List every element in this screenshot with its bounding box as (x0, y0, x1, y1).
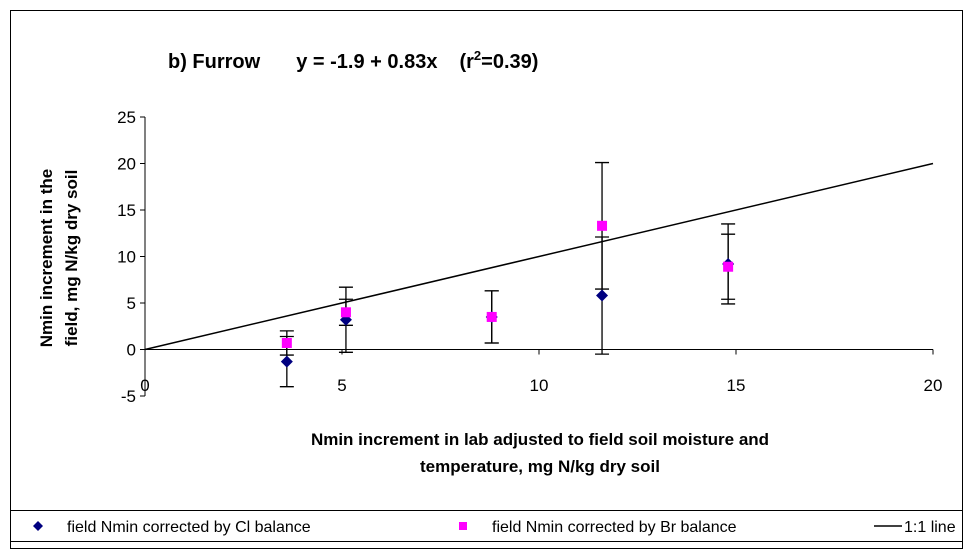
x-tick-label: 10 (530, 376, 549, 395)
x-axis-label: Nmin increment in lab adjusted to field … (311, 430, 769, 449)
y-tick-label: -5 (121, 387, 136, 406)
y-tick-label: 5 (127, 294, 136, 313)
y-axis-label: field, mg N/kg dry soil (62, 170, 81, 347)
chart-title: b) Furrow y = -1.9 + 0.83x (r2=0.39) (168, 48, 538, 73)
x-tick-label: 5 (337, 376, 346, 395)
chart-frame (10, 10, 963, 549)
legend-label: 1:1 line (904, 519, 956, 536)
data-point (486, 311, 497, 322)
y-tick-label: 15 (117, 201, 136, 220)
line-1-1 (144, 162, 934, 351)
y-tick-label: 25 (117, 108, 136, 127)
data-point (723, 261, 734, 272)
title-part: (r (459, 51, 474, 73)
title-part: y = -1.9 + 0.83x (296, 51, 437, 73)
legend-marker (33, 521, 43, 531)
y-tick-label: 20 (117, 155, 136, 174)
data-point (340, 307, 351, 318)
y-tick-label: 10 (117, 248, 136, 267)
data-point (281, 337, 292, 348)
data-point (597, 220, 608, 231)
title-part: 2 (474, 48, 481, 63)
y-axis-label: Nmin increment in the (37, 169, 56, 348)
data-point (596, 289, 609, 302)
x-tick-label: 20 (924, 376, 943, 395)
title-part: =0.39) (481, 51, 538, 73)
data-point (280, 355, 293, 368)
legend-marker (459, 522, 467, 530)
legend-label: field Nmin corrected by Br balance (492, 519, 737, 536)
x-axis-label: temperature, mg N/kg dry soil (420, 457, 660, 476)
y-tick-label: 0 (127, 341, 136, 360)
title-part: b) Furrow (168, 51, 261, 73)
x-tick-label: 0 (140, 376, 149, 395)
legend-label: field Nmin corrected by Cl balance (67, 519, 311, 536)
x-tick-label: 15 (727, 376, 746, 395)
